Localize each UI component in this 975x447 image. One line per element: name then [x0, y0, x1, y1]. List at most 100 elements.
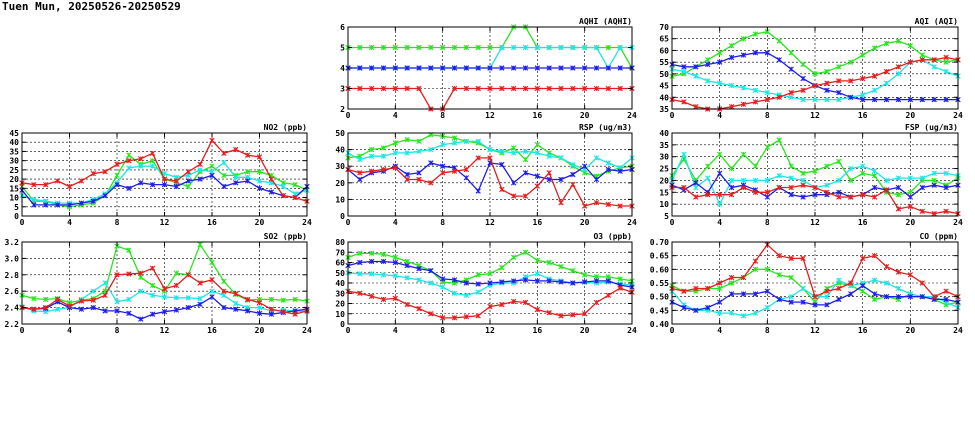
data-point	[126, 185, 132, 192]
data-point	[392, 295, 399, 302]
data-point	[185, 169, 191, 175]
x-tick-label: 16	[533, 326, 543, 335]
data-point	[292, 311, 298, 317]
data-point	[149, 181, 156, 188]
data-point	[824, 293, 830, 300]
data-point	[931, 170, 937, 177]
data-point	[428, 65, 434, 71]
series-line	[21, 243, 308, 304]
data-point	[244, 296, 251, 303]
data-point	[268, 189, 275, 195]
data-point	[895, 38, 902, 44]
y-tick-label: 5	[14, 203, 19, 212]
y-tick-label: 2.6	[5, 287, 20, 296]
data-point	[416, 148, 422, 154]
data-point	[209, 277, 215, 283]
data-point	[31, 306, 37, 312]
data-point	[439, 284, 446, 290]
series-line	[671, 31, 959, 77]
data-point	[404, 136, 410, 143]
data-point	[943, 96, 949, 103]
y-tick-label: 20	[659, 176, 669, 185]
data-point	[824, 87, 830, 93]
data-point	[836, 296, 842, 303]
data-point	[173, 270, 180, 276]
data-point	[693, 64, 699, 70]
data-point	[581, 311, 588, 317]
x-tick-label: 16	[858, 111, 868, 120]
data-point	[800, 255, 806, 262]
data-point	[824, 163, 830, 169]
y-tick-label: 0	[14, 212, 19, 221]
data-point	[114, 161, 120, 168]
y-tick-label: 5	[664, 212, 669, 221]
data-point	[126, 310, 132, 317]
data-point	[848, 59, 854, 65]
y-tick-label: 0.60	[650, 265, 669, 274]
data-point	[693, 307, 699, 314]
data-point	[728, 177, 735, 184]
data-point	[728, 184, 735, 191]
data-point	[558, 85, 564, 92]
data-point	[705, 285, 711, 292]
x-tick-label: 4	[67, 326, 72, 335]
data-point	[883, 96, 890, 103]
x-tick-label: 0	[346, 218, 351, 227]
data-point	[812, 168, 818, 174]
data-point	[740, 101, 747, 108]
data-point	[102, 308, 108, 314]
data-point	[859, 288, 866, 294]
data-point	[593, 274, 600, 280]
data-point	[149, 292, 156, 298]
data-point	[368, 258, 375, 265]
data-point	[871, 194, 878, 200]
data-point	[705, 175, 711, 181]
data-point	[66, 183, 73, 190]
data-point	[126, 247, 132, 253]
data-point	[716, 59, 723, 65]
data-point	[404, 258, 410, 265]
data-point	[534, 183, 541, 189]
data-point	[788, 163, 794, 169]
data-point	[605, 65, 612, 71]
data-point	[617, 276, 623, 282]
chart-title: NO2 (ppb)	[264, 123, 307, 132]
data-point	[138, 163, 144, 169]
data-point	[716, 310, 723, 316]
y-tick-label: 10	[335, 195, 345, 204]
data-point	[740, 36, 747, 42]
y-tick-label: 0.50	[650, 293, 669, 302]
x-tick-label: 0	[670, 326, 675, 335]
data-point	[173, 295, 180, 301]
data-point	[617, 168, 623, 174]
data-point	[368, 168, 375, 174]
x-tick-label: 12	[160, 326, 170, 335]
data-point	[693, 103, 699, 110]
data-point	[428, 160, 434, 166]
data-point	[138, 156, 144, 162]
data-point	[681, 151, 687, 158]
data-point	[740, 291, 747, 297]
data-point	[534, 141, 541, 148]
data-point	[487, 146, 493, 153]
y-tick-label: 0.55	[650, 279, 669, 288]
y-tick-label: 35	[659, 105, 669, 114]
x-tick-label: 24	[302, 218, 312, 227]
data-point	[705, 57, 711, 63]
y-tick-label: 2.4	[5, 304, 20, 313]
data-point	[126, 165, 132, 171]
chart-rsp: 0 4 8 12 16 20 24 0 10 20 30 40 50 RSP (ug/m3)	[335, 123, 637, 227]
data-point	[522, 85, 529, 92]
data-point	[499, 65, 505, 71]
data-point	[800, 177, 806, 184]
x-tick-label: 20	[580, 218, 590, 227]
data-point	[558, 279, 564, 285]
data-point	[392, 140, 399, 146]
data-point	[161, 309, 168, 315]
data-point	[919, 175, 925, 181]
data-point	[475, 289, 481, 295]
series-red	[345, 85, 635, 112]
data-point	[114, 308, 120, 314]
data-point	[126, 271, 132, 277]
data-point	[848, 291, 854, 297]
